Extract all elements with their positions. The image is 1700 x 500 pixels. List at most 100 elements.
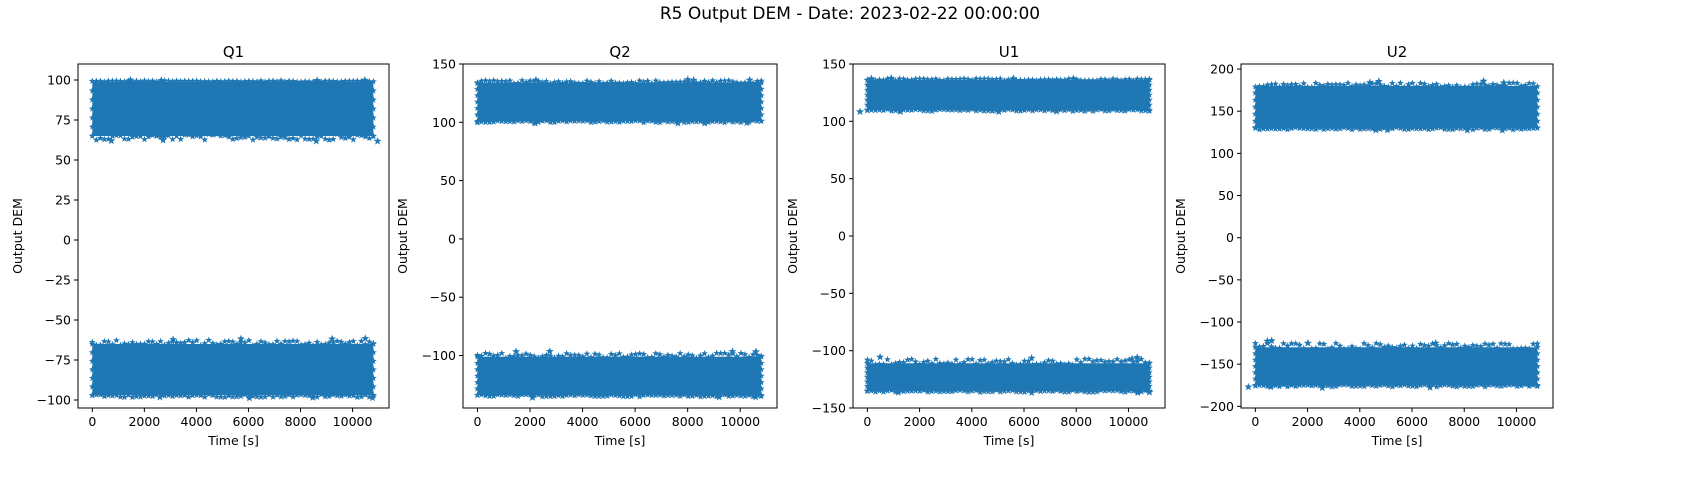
data-point bbox=[1141, 359, 1149, 366]
data-point bbox=[680, 391, 688, 398]
data-point bbox=[1284, 125, 1291, 133]
data-point bbox=[301, 391, 309, 399]
data-point bbox=[370, 374, 377, 381]
data-point bbox=[1445, 125, 1453, 133]
data-point bbox=[1133, 388, 1142, 397]
data-point bbox=[125, 340, 132, 348]
data-point bbox=[329, 77, 337, 85]
axes-frame bbox=[77, 63, 390, 409]
data-point bbox=[370, 366, 377, 373]
data-point bbox=[1533, 82, 1541, 90]
data-point bbox=[717, 391, 725, 398]
data-point bbox=[109, 132, 116, 140]
data-point bbox=[1145, 76, 1153, 83]
data-point bbox=[1081, 388, 1089, 395]
y-tick-label: −25 bbox=[45, 273, 71, 288]
data-point bbox=[1260, 342, 1267, 350]
data-point bbox=[506, 391, 514, 398]
data-point bbox=[1433, 383, 1441, 390]
data-point bbox=[956, 360, 964, 367]
data-point bbox=[936, 105, 944, 113]
data-point bbox=[757, 111, 765, 118]
data-point bbox=[341, 340, 349, 347]
data-point bbox=[640, 350, 648, 358]
data-point bbox=[1145, 364, 1153, 371]
data-point bbox=[1109, 75, 1117, 82]
data-point bbox=[1380, 82, 1388, 89]
data-point bbox=[165, 77, 172, 84]
data-point bbox=[1433, 80, 1441, 88]
data-point bbox=[1121, 357, 1129, 364]
data-point bbox=[741, 351, 749, 358]
data-point bbox=[1000, 106, 1008, 114]
data-point bbox=[1125, 387, 1133, 394]
data-point bbox=[474, 359, 481, 366]
data-point bbox=[595, 117, 603, 125]
data-point bbox=[514, 79, 522, 87]
data-point bbox=[155, 393, 164, 401]
data-point bbox=[567, 77, 575, 85]
data-point bbox=[506, 77, 514, 84]
data-point bbox=[555, 352, 562, 359]
data-point bbox=[249, 136, 257, 143]
data-point bbox=[1348, 343, 1356, 350]
data-point bbox=[607, 350, 615, 357]
data-point bbox=[273, 391, 281, 398]
data-point bbox=[676, 78, 684, 85]
data-point bbox=[161, 133, 168, 140]
data-point bbox=[725, 77, 733, 84]
y-tick-label: 150 bbox=[1210, 104, 1234, 119]
data-point bbox=[867, 74, 876, 82]
data-point bbox=[960, 106, 968, 113]
y-tick-label: −50 bbox=[45, 313, 71, 328]
data-point bbox=[285, 391, 293, 398]
data-point bbox=[1288, 80, 1295, 88]
data-point bbox=[329, 391, 337, 398]
data-point bbox=[1477, 124, 1485, 131]
data-point bbox=[896, 107, 905, 115]
data-point bbox=[1372, 382, 1380, 389]
data-point bbox=[680, 118, 688, 126]
data-point bbox=[1374, 77, 1383, 85]
data-point bbox=[745, 75, 754, 84]
data-point bbox=[241, 133, 249, 141]
data-point bbox=[273, 78, 281, 85]
data-point bbox=[1069, 386, 1077, 394]
data-point bbox=[1529, 381, 1537, 388]
data-point bbox=[1449, 125, 1457, 133]
data-point bbox=[1376, 125, 1384, 133]
data-point bbox=[988, 76, 996, 83]
data-point bbox=[1300, 79, 1308, 87]
data-point bbox=[173, 338, 181, 346]
data-point bbox=[1105, 386, 1113, 394]
data-point bbox=[321, 340, 329, 348]
data-point bbox=[628, 78, 635, 86]
data-point bbox=[1077, 358, 1085, 366]
data-point bbox=[1004, 76, 1012, 83]
data-point bbox=[542, 392, 550, 400]
data-point bbox=[1324, 382, 1332, 389]
data-point bbox=[474, 104, 481, 112]
data-point bbox=[559, 117, 566, 124]
data-point bbox=[1332, 80, 1340, 88]
data-point bbox=[900, 358, 907, 366]
data-point bbox=[1057, 76, 1065, 83]
data-point bbox=[253, 78, 261, 85]
data-point bbox=[137, 340, 144, 347]
data-point bbox=[193, 77, 201, 84]
data-point bbox=[936, 359, 944, 367]
data-point bbox=[281, 133, 289, 141]
data-point bbox=[1364, 125, 1372, 132]
data-point bbox=[105, 135, 112, 142]
data-point bbox=[1089, 77, 1097, 84]
data-point bbox=[370, 114, 377, 121]
data-point bbox=[1409, 79, 1416, 86]
data-point bbox=[153, 78, 160, 85]
data-point bbox=[672, 353, 680, 360]
data-point bbox=[757, 104, 765, 112]
data-point bbox=[1133, 75, 1141, 82]
data-point bbox=[1453, 340, 1461, 348]
data-point bbox=[285, 338, 293, 345]
data-point bbox=[1505, 124, 1513, 131]
data-point bbox=[1029, 107, 1036, 114]
